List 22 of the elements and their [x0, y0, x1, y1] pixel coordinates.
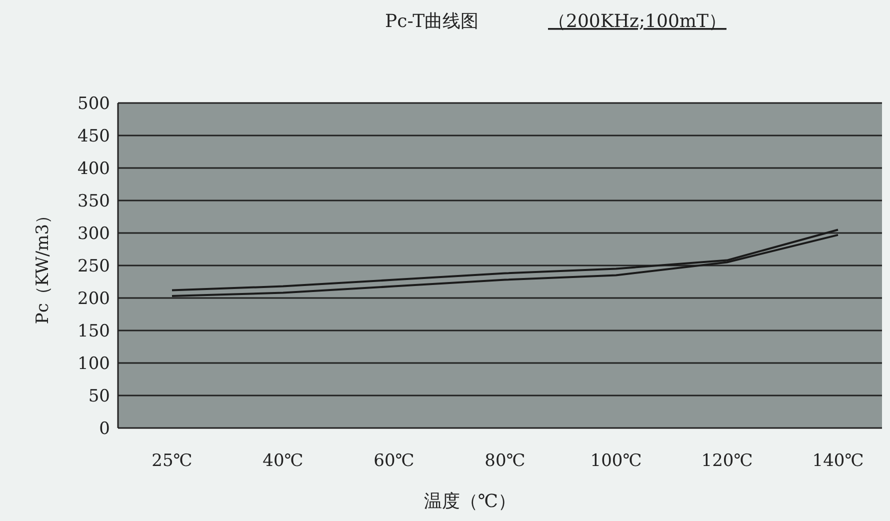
chart-subtitle: （200KHz;100mT） [548, 11, 726, 32]
y-tick-label: 50 [88, 386, 110, 406]
x-tick-label: 40℃ [262, 451, 304, 471]
x-tick-label: 60℃ [374, 451, 414, 471]
x-tick-label: 140℃ [812, 451, 864, 471]
x-tick-label: 100℃ [590, 451, 642, 471]
y-tick-label: 0 [99, 419, 110, 439]
x-axis-title: 温度（℃） [424, 491, 516, 512]
x-tick-label: 25℃ [152, 451, 192, 471]
y-tick-label: 150 [78, 322, 110, 342]
y-tick-label: 500 [78, 94, 110, 114]
y-tick-label: 400 [78, 159, 110, 179]
y-tick-label: 350 [78, 192, 110, 212]
y-tick-label: 450 [78, 126, 110, 146]
x-tick-label: 120℃ [701, 451, 753, 471]
y-tick-label: 300 [78, 224, 110, 244]
y-tick-label: 100 [78, 354, 110, 374]
y-tick-label: 200 [78, 289, 110, 309]
chart-title: Pc-T曲线图 [385, 11, 479, 32]
y-axis-title: Pc（KW/m3） [33, 206, 53, 324]
x-tick-label: 80℃ [484, 451, 526, 471]
y-tick-label: 250 [78, 256, 110, 276]
